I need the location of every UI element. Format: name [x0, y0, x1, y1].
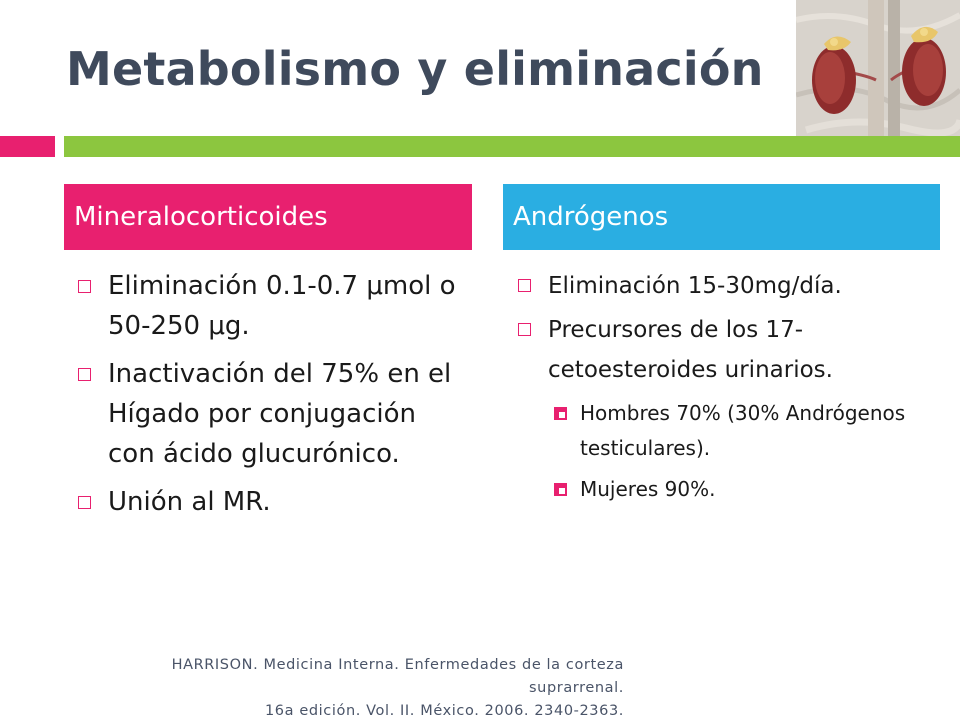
sub-list-item: Hombres 70% (30% Andrógenos testiculares… [548, 396, 936, 466]
list-item: Eliminación 15-30mg/día. [516, 266, 936, 306]
cetoesteroides-sublist: Hombres 70% (30% Andrógenos testiculares… [548, 396, 936, 507]
bullet-text: Unión al MR. [108, 487, 271, 517]
citation: HARRISON. Medicina Interna. Enfermedades… [88, 654, 624, 720]
filled-square-bullet-icon [554, 407, 567, 420]
list-item: Inactivación del 75% en el Hígado por co… [76, 354, 466, 474]
citation-line2: 16a edición. Vol. II. México. 2006. 2340… [264, 703, 624, 719]
bullet-text: Inactivación del 75% en el Hígado por co… [108, 359, 452, 469]
square-bullet-icon [78, 368, 91, 381]
citation-line1: HARRISON. Medicina Interna. Enfermedades… [171, 657, 624, 696]
list-item: Unión al MR. [76, 482, 466, 522]
sub-bullet-text: Hombres 70% (30% Andrógenos testiculares… [580, 401, 906, 460]
bullet-text: Eliminación 15-30mg/día. [548, 273, 842, 299]
bullet-text: Precursores de los 17-cetoesteroides uri… [548, 317, 833, 383]
header-androgenos: Andrógenos [503, 184, 940, 250]
sub-bullet-text: Mujeres 90%. [580, 477, 716, 501]
mineralocorticoides-list: Eliminación 0.1-0.7 μmol o 50-250 μg. In… [76, 266, 466, 530]
square-bullet-icon [78, 280, 91, 293]
accent-bar-green [64, 136, 960, 157]
androgenos-list: Eliminación 15-30mg/día. Precursores de … [516, 266, 936, 513]
kidney-adrenal-image [796, 0, 960, 142]
sub-list-item: Mujeres 90%. [548, 472, 936, 507]
square-bullet-icon [518, 279, 531, 292]
list-item: Eliminación 0.1-0.7 μmol o 50-250 μg. [76, 266, 466, 346]
header-mineralocorticoides: Mineralocorticoides [64, 184, 472, 250]
square-bullet-icon [518, 323, 531, 336]
filled-square-bullet-icon [554, 483, 567, 496]
slide-title: Metabolismo y eliminación [66, 42, 764, 96]
list-item: Precursores de los 17-cetoesteroides uri… [516, 310, 936, 507]
square-bullet-icon [78, 496, 91, 509]
accent-bar-pink [0, 136, 55, 157]
bullet-text: Eliminación 0.1-0.7 μmol o 50-250 μg. [108, 271, 456, 341]
